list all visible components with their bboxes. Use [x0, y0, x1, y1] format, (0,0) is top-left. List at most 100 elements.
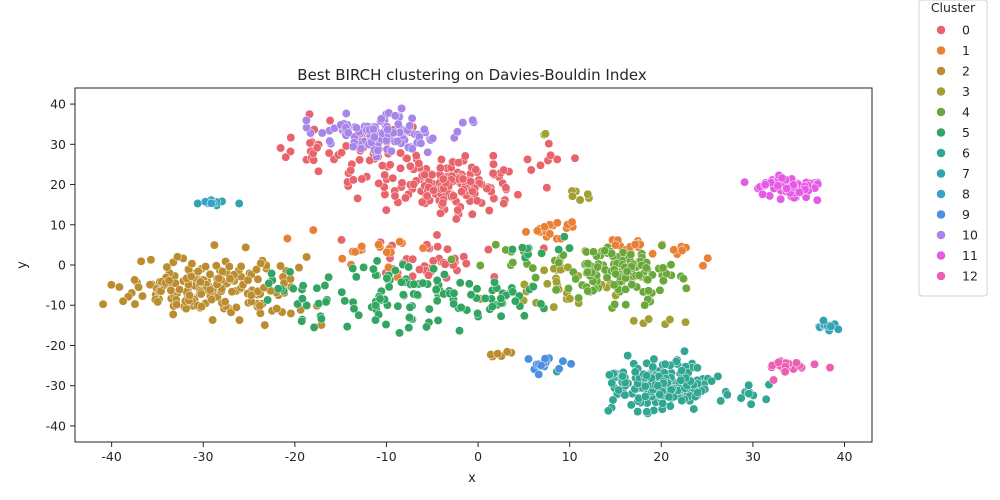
data-point	[677, 366, 687, 376]
data-point	[552, 277, 561, 287]
data-point	[390, 191, 400, 201]
data-point	[449, 191, 458, 201]
data-point	[393, 301, 403, 311]
data-point	[456, 303, 466, 312]
data-point	[136, 256, 146, 266]
data-point	[272, 304, 282, 314]
data-point	[449, 288, 459, 298]
data-point	[416, 138, 426, 148]
data-point	[455, 278, 465, 288]
data-point	[461, 259, 471, 269]
data-point	[740, 177, 750, 187]
data-point	[499, 199, 509, 208]
data-point	[769, 375, 779, 385]
legend-marker	[936, 148, 946, 158]
data-point	[288, 284, 298, 294]
data-point	[623, 351, 633, 361]
data-point	[281, 152, 291, 162]
y-tick-label: -40	[46, 418, 66, 433]
y-tick-label: 30	[50, 137, 66, 152]
data-point	[286, 133, 296, 143]
data-point	[405, 302, 415, 312]
data-point	[267, 269, 277, 278]
data-point	[382, 273, 392, 283]
data-point	[414, 159, 424, 169]
data-point	[205, 285, 215, 295]
data-point	[382, 247, 392, 257]
data-point	[298, 281, 308, 291]
legend-marker	[936, 86, 946, 97]
data-point	[418, 278, 428, 288]
data-point	[698, 261, 708, 271]
data-point	[196, 289, 206, 299]
data-point	[433, 242, 443, 252]
data-point	[475, 261, 485, 270]
data-point	[565, 294, 575, 304]
data-point	[276, 143, 286, 153]
data-point	[641, 263, 651, 273]
data-point	[397, 277, 406, 287]
data-point	[536, 299, 546, 309]
data-point	[451, 214, 461, 224]
legend-label: 11	[962, 248, 978, 263]
data-point	[388, 173, 398, 183]
data-point	[640, 381, 650, 391]
data-point	[466, 177, 476, 187]
data-points	[98, 103, 843, 418]
data-point	[542, 183, 552, 193]
data-point	[220, 297, 230, 307]
x-axis: -40 -30 -20 -10 0 10 20 30 40	[101, 442, 853, 464]
data-point	[609, 280, 619, 290]
legend-label: 9	[962, 207, 970, 222]
data-point	[493, 349, 503, 359]
data-point	[611, 240, 621, 250]
data-point	[325, 116, 335, 126]
data-point	[405, 121, 415, 131]
data-point	[351, 123, 361, 133]
data-point	[621, 284, 631, 294]
x-tick-label: 10	[562, 449, 578, 464]
data-point	[415, 265, 424, 275]
data-point	[551, 285, 561, 295]
data-point	[604, 370, 614, 380]
data-point	[611, 269, 621, 279]
data-point	[472, 284, 482, 294]
data-point	[424, 304, 434, 314]
data-point	[593, 262, 602, 272]
data-point	[294, 263, 304, 273]
data-point	[356, 144, 366, 154]
x-tick-label: 30	[745, 449, 761, 464]
data-point	[449, 299, 459, 309]
data-point	[658, 276, 668, 286]
data-point	[145, 280, 155, 290]
data-point	[669, 245, 679, 255]
data-point	[689, 404, 699, 414]
data-point	[401, 193, 410, 203]
data-point	[627, 280, 637, 290]
data-point	[468, 186, 477, 196]
data-point	[600, 246, 610, 256]
data-point	[507, 245, 517, 254]
data-point	[716, 396, 726, 406]
data-point	[471, 165, 481, 175]
data-point	[371, 315, 380, 325]
data-point	[502, 347, 512, 357]
data-point	[437, 155, 446, 164]
data-point	[773, 358, 783, 367]
series-4	[447, 240, 691, 313]
data-point	[455, 326, 464, 336]
data-point	[722, 390, 732, 400]
data-point	[528, 282, 538, 292]
data-point	[432, 230, 442, 240]
data-point	[429, 264, 439, 274]
data-point	[349, 304, 359, 314]
data-point	[536, 160, 545, 170]
data-point	[417, 197, 427, 207]
data-point	[621, 300, 631, 310]
data-point	[466, 290, 476, 300]
data-point	[350, 247, 360, 257]
data-point	[574, 293, 584, 303]
data-point	[780, 367, 790, 377]
data-point	[407, 144, 417, 154]
